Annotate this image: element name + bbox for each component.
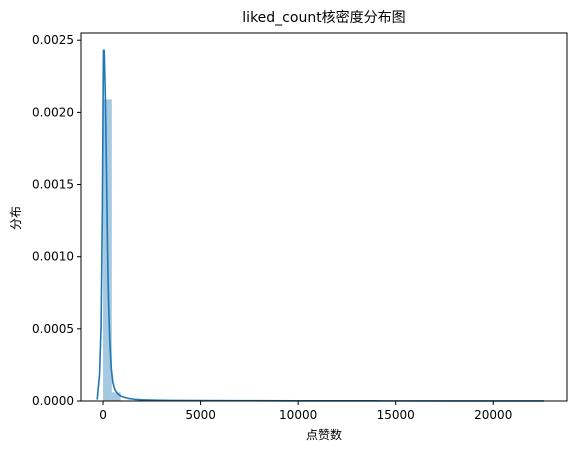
y-tick-label: 0.0025 [32,33,74,47]
x-tick-label: 15000 [377,408,415,422]
x-tick-label: 0 [99,408,107,422]
x-tick-label: 5000 [185,408,216,422]
y-tick-label: 0.0005 [32,322,74,336]
x-tick-label: 10000 [279,408,317,422]
chart-title: liked_count核密度分布图 [242,9,405,26]
kde-layer [96,49,544,402]
x-axis-label: 点赞数 [306,427,342,442]
x-tick-label: 20000 [474,408,512,422]
plot-frame [80,32,568,402]
kde-curve [96,49,544,402]
y-ticks: 0.0000 0.0005 0.0010 0.0015 0.0020 0.0025 [32,33,81,408]
y-tick-label: 0.0015 [32,178,74,192]
histogram-bar [111,392,121,401]
y-tick-label: 0.0000 [32,394,74,408]
y-axis-label: 分布 [9,206,23,230]
x-ticks: 0 5000 10000 15000 20000 [99,401,512,422]
y-tick-label: 0.0020 [32,105,74,119]
y-tick-label: 0.0010 [32,250,74,264]
